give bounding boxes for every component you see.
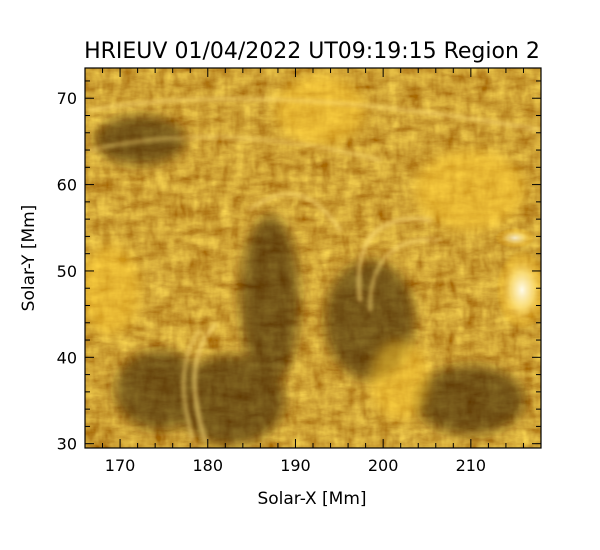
x-axis-ticks: 170 180 190 200 210 [84,68,542,475]
x-tick-label: 170 [105,456,136,475]
y-tick-label: 50 [57,262,77,281]
x-tick-label: 210 [456,456,487,475]
figure-title: HRIEUV 01/04/2022 UT09:19:15 Region 2 [84,39,540,64]
y-tick-label: 60 [57,176,77,195]
y-tick-label: 30 [57,435,77,454]
y-tick-label: 40 [57,348,77,367]
x-tick-label: 190 [280,456,311,475]
solar-euv-image [85,68,541,448]
x-tick-label: 200 [368,456,399,475]
bright-kernel [496,250,541,330]
y-tick-label: 70 [57,89,77,108]
x-tick-label: 180 [192,456,223,475]
y-axis-label: Solar-Y [Mm] [19,205,39,312]
x-axis-label: Solar-X [Mm] [257,489,366,509]
y-axis-ticks: 30 40 50 60 70 [57,80,541,454]
